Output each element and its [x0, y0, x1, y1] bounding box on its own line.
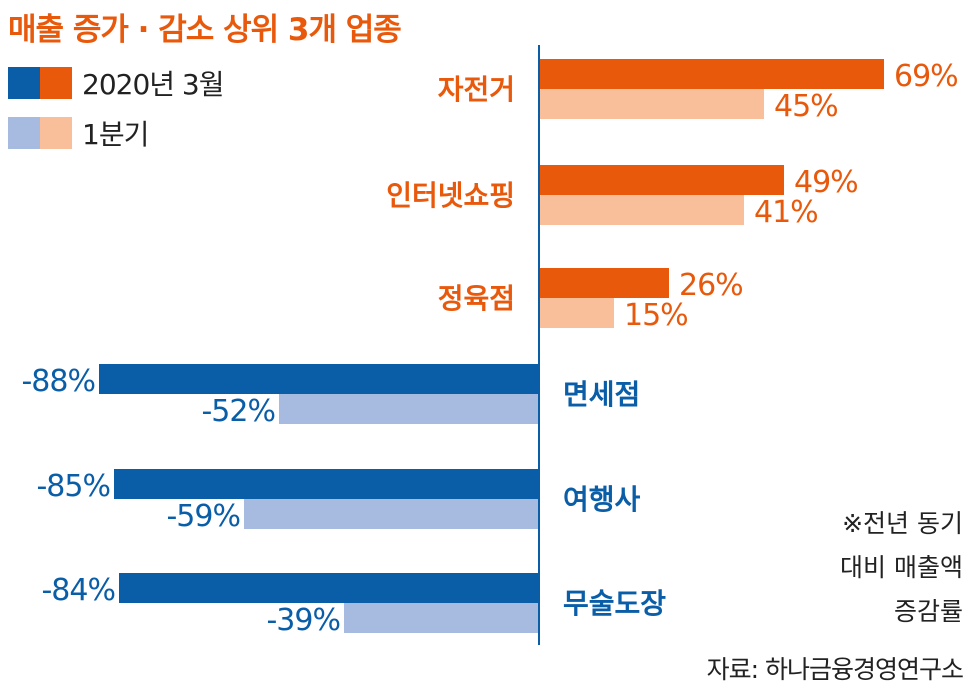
bar-march — [539, 59, 884, 89]
category-label: 무술도장 — [563, 587, 666, 620]
source-credit: 자료: 하나금융경영연구소 — [706, 655, 964, 684]
bar-q1 — [539, 298, 614, 328]
chart-title: 매출 증가 · 감소 상위 3개 업종 — [8, 12, 402, 48]
value-label: 49% — [794, 165, 858, 200]
legend-swatch-light-orange — [40, 117, 72, 149]
bar-q1 — [279, 394, 539, 424]
bar-q1 — [539, 195, 744, 225]
bar-march — [119, 573, 539, 603]
category-label: 자전거 — [438, 73, 515, 106]
value-label: -52% — [201, 394, 275, 429]
value-label: -59% — [166, 499, 240, 534]
bar-march — [539, 268, 669, 298]
category-label: 면세점 — [563, 378, 640, 411]
bar-q1 — [539, 89, 764, 119]
value-label: -39% — [266, 603, 340, 638]
value-label: 41% — [754, 195, 818, 230]
chart-note: ※전년 동기 대비 매출액 증감률 — [840, 502, 963, 634]
category-label: 인터넷쇼핑 — [386, 179, 515, 212]
bar-march — [539, 165, 784, 195]
bar-march — [99, 364, 539, 394]
category-label: 정육점 — [438, 282, 515, 315]
value-label: 26% — [679, 268, 743, 303]
legend-swatch-orange — [40, 67, 72, 99]
legend-label: 1분기 — [82, 118, 149, 151]
note-line: 증감률 — [893, 597, 963, 626]
legend-item-2020-march: 2020년 3월 — [8, 63, 224, 103]
bar-march — [114, 469, 539, 499]
category-label: 여행사 — [563, 483, 641, 516]
value-label: -88% — [21, 364, 95, 399]
legend-item-q1: 1분기 — [8, 113, 149, 153]
value-label: -85% — [36, 469, 110, 504]
value-label: 69% — [894, 59, 958, 94]
note-line: 대비 매출액 — [840, 553, 963, 582]
note-line: ※전년 동기 — [842, 509, 963, 538]
bar-q1 — [344, 603, 539, 633]
legend-swatch-blue — [8, 67, 40, 99]
value-label: 45% — [774, 89, 838, 124]
legend-label: 2020년 3월 — [82, 68, 224, 101]
bar-q1 — [244, 499, 539, 529]
value-label: 15% — [624, 298, 688, 333]
legend-swatch-light-blue — [8, 117, 40, 149]
value-label: -84% — [41, 573, 115, 608]
